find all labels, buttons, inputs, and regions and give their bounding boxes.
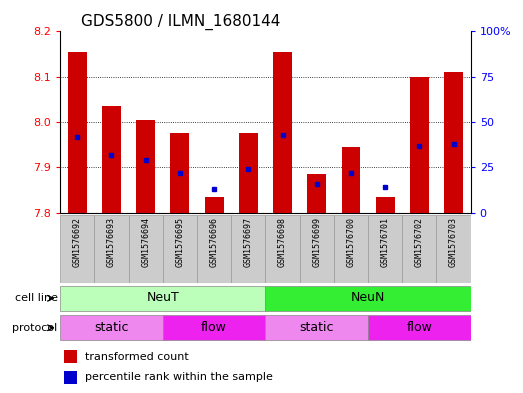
Bar	[437, 215, 471, 283]
Bar	[266, 215, 300, 283]
Bar	[342, 147, 360, 213]
Bar	[170, 133, 189, 213]
Text: GSM1576698: GSM1576698	[278, 217, 287, 266]
Bar	[94, 215, 129, 283]
Bar	[129, 215, 163, 283]
Bar	[68, 52, 87, 213]
Bar	[273, 52, 292, 213]
Text: protocol: protocol	[12, 323, 58, 333]
Bar	[300, 215, 334, 283]
Bar	[60, 215, 94, 283]
Text: NeuT: NeuT	[146, 291, 179, 304]
Bar	[266, 286, 471, 311]
Text: flow: flow	[201, 321, 227, 334]
Bar	[308, 174, 326, 213]
Bar	[368, 215, 402, 283]
Bar	[137, 120, 155, 213]
Text: static: static	[300, 321, 334, 334]
Text: GDS5800 / ILMN_1680144: GDS5800 / ILMN_1680144	[81, 14, 280, 30]
Bar	[368, 315, 471, 340]
Bar	[64, 350, 76, 363]
Text: static: static	[94, 321, 129, 334]
Text: GSM1576696: GSM1576696	[210, 217, 219, 266]
Bar	[410, 77, 429, 213]
Text: GSM1576694: GSM1576694	[141, 217, 150, 266]
Text: GSM1576693: GSM1576693	[107, 217, 116, 266]
Text: flow: flow	[406, 321, 433, 334]
Bar	[197, 215, 231, 283]
Text: GSM1576701: GSM1576701	[381, 217, 390, 266]
Text: GSM1576697: GSM1576697	[244, 217, 253, 266]
Text: GSM1576700: GSM1576700	[346, 217, 356, 266]
Bar	[163, 315, 266, 340]
Bar	[402, 215, 437, 283]
Text: GSM1576695: GSM1576695	[175, 217, 185, 266]
Text: cell line: cell line	[15, 293, 58, 303]
Bar	[163, 215, 197, 283]
Bar	[334, 215, 368, 283]
Bar	[60, 286, 265, 311]
Text: percentile rank within the sample: percentile rank within the sample	[85, 372, 272, 382]
Bar	[444, 72, 463, 213]
Bar	[64, 371, 76, 384]
Bar	[376, 197, 394, 213]
Bar	[239, 133, 258, 213]
Bar	[102, 106, 121, 213]
Bar	[60, 315, 163, 340]
Text: GSM1576699: GSM1576699	[312, 217, 321, 266]
Bar	[266, 315, 368, 340]
Text: GSM1576703: GSM1576703	[449, 217, 458, 266]
Text: transformed count: transformed count	[85, 351, 188, 362]
Bar	[204, 197, 223, 213]
Text: GSM1576702: GSM1576702	[415, 217, 424, 266]
Text: NeuN: NeuN	[351, 291, 385, 304]
Bar	[231, 215, 266, 283]
Text: GSM1576692: GSM1576692	[73, 217, 82, 266]
